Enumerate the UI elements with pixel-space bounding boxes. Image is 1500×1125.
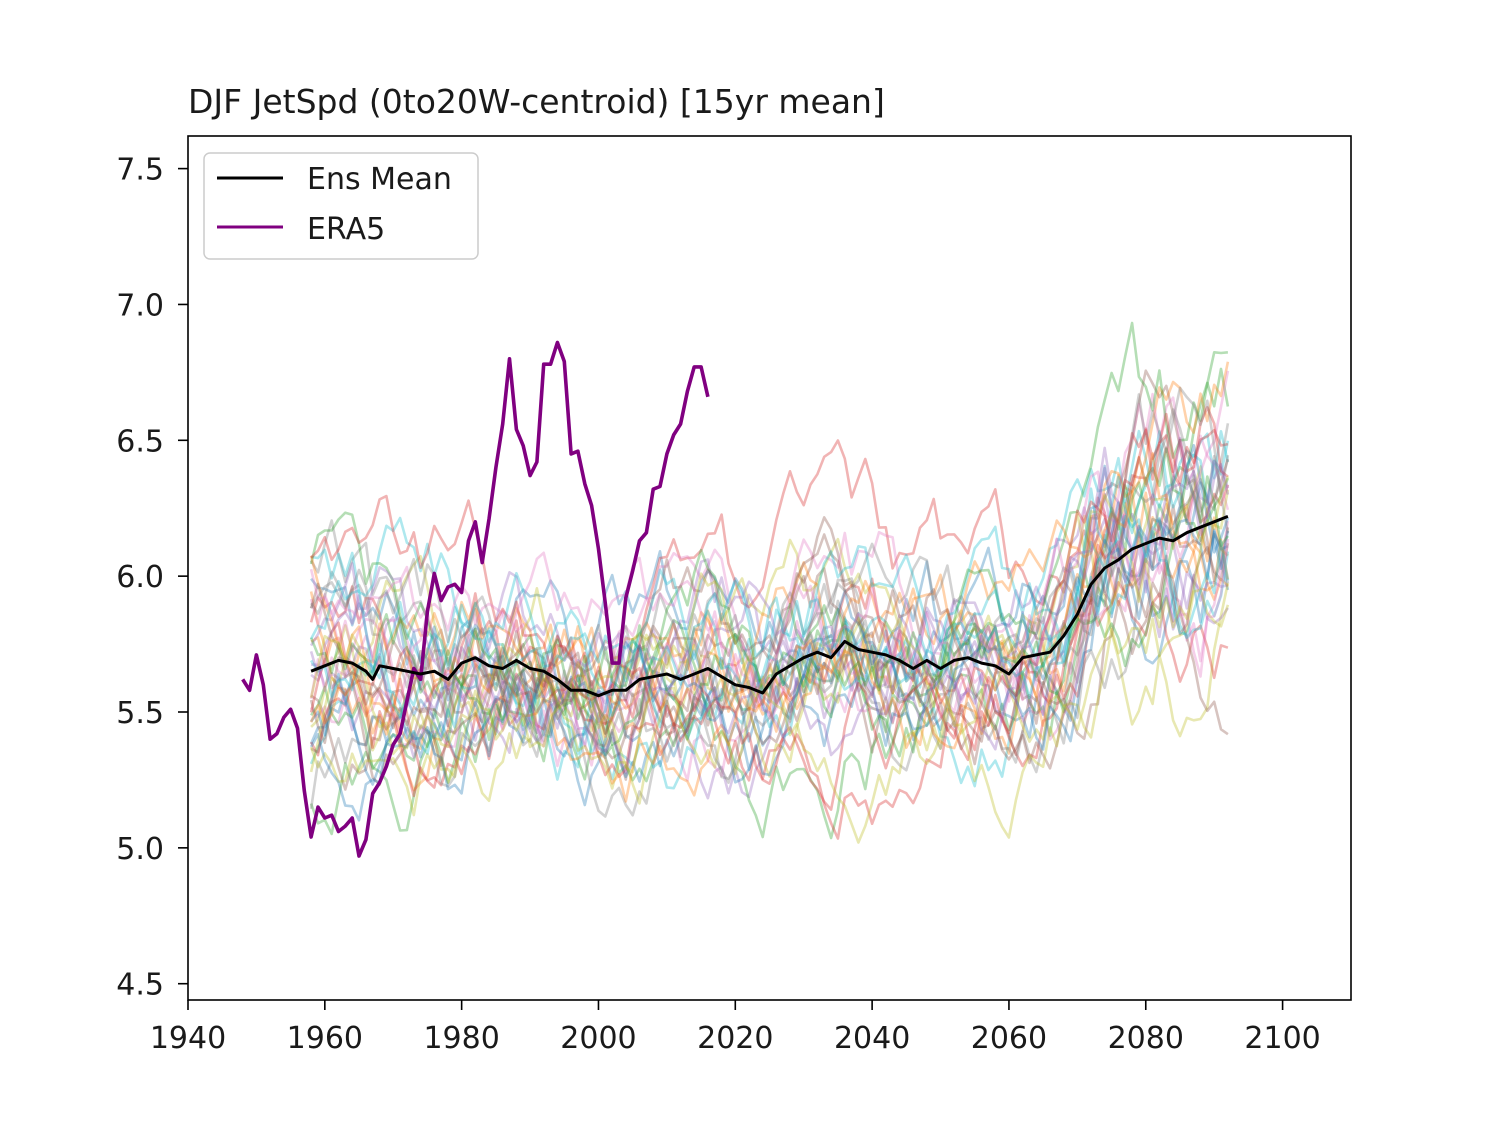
ensemble-member-line [309, 533, 1230, 770]
ensemble-member-line [309, 367, 1230, 836]
y-tick-label: 6.0 [116, 560, 164, 595]
x-tick-label: 1980 [423, 1021, 499, 1056]
ensemble-member-line [309, 577, 1229, 768]
x-tick-label: 2020 [697, 1021, 773, 1056]
x-tick-label: 1960 [287, 1021, 363, 1056]
legend-label-ens-mean: Ens Mean [307, 162, 452, 197]
ensemble-member-line [309, 459, 1230, 775]
x-axis: 1940 1960 1980 2000 2020 2040 2060 2080 2100 [150, 1000, 1321, 1056]
ensemble-member-line [309, 474, 1229, 763]
ensemble-member-line [309, 436, 1230, 759]
ensemble-member-line [310, 446, 1229, 748]
ensemble-member-line [310, 561, 1229, 787]
ensemble-member-line [309, 458, 1230, 745]
x-tick-label: 2100 [1244, 1021, 1320, 1056]
era5-line [241, 340, 710, 858]
ensemble-member-line [309, 423, 1230, 809]
x-tick-label: 2000 [560, 1021, 636, 1056]
x-tick-label: 2040 [834, 1021, 910, 1056]
x-tick-label: 1940 [150, 1021, 226, 1056]
ensemble-members [309, 321, 1230, 844]
legend-label-era5: ERA5 [307, 212, 385, 247]
ensemble-member-line [310, 514, 1230, 755]
y-tick-label: 7.5 [116, 153, 164, 188]
y-tick-label: 5.0 [116, 832, 164, 867]
ensemble-member-line [310, 369, 1230, 791]
x-tick-label: 2060 [971, 1021, 1047, 1056]
ensemble-member-line [309, 515, 1229, 733]
ensemble-member-line [310, 405, 1229, 811]
ensemble-member-line [309, 588, 1230, 817]
ensemble-member-line [309, 528, 1230, 747]
ensemble-member-line [310, 361, 1230, 792]
ensemble-member-line [309, 386, 1230, 785]
ensemble-member-line [309, 370, 1230, 767]
y-axis: 4.5 5.0 5.5 6.0 6.5 7.0 7.5 [116, 153, 188, 1003]
y-tick-label: 5.5 [116, 696, 164, 731]
ensemble-member-line [309, 444, 1230, 780]
ensemble-member-line [310, 520, 1230, 782]
ensemble-member-line [309, 473, 1229, 750]
ensemble-member-line [309, 429, 1230, 788]
ensemble-member-line [310, 443, 1230, 786]
ens-mean-line [310, 515, 1229, 698]
legend: Ens Mean ERA5 [203, 152, 479, 260]
main-series [241, 340, 1229, 858]
ensemble-member-line [309, 501, 1229, 822]
chart-title: DJF JetSpd (0to20W-centroid) [15yr mean] [188, 82, 885, 121]
ensemble-member-line [309, 516, 1230, 719]
ensemble-member-line [309, 439, 1230, 787]
y-tick-label: 4.5 [116, 968, 164, 1003]
ensemble-member-line [309, 475, 1230, 844]
x-tick-label: 2080 [1108, 1021, 1184, 1056]
ensemble-member-line [310, 514, 1230, 746]
plot-area [188, 136, 1351, 1000]
ensemble-member-line [310, 430, 1230, 790]
ensemble-member-line [310, 408, 1230, 818]
ensemble-member-line [309, 321, 1229, 758]
ensemble-member-line [309, 465, 1230, 779]
ensemble-member-line [309, 412, 1229, 840]
ensemble-member-line [309, 392, 1230, 741]
ensemble-member-line [310, 447, 1230, 840]
y-tick-label: 7.0 [116, 288, 164, 323]
plot-frame [187, 135, 1352, 1001]
y-tick-label: 6.5 [116, 424, 164, 459]
ensemble-member-line [311, 492, 1229, 800]
